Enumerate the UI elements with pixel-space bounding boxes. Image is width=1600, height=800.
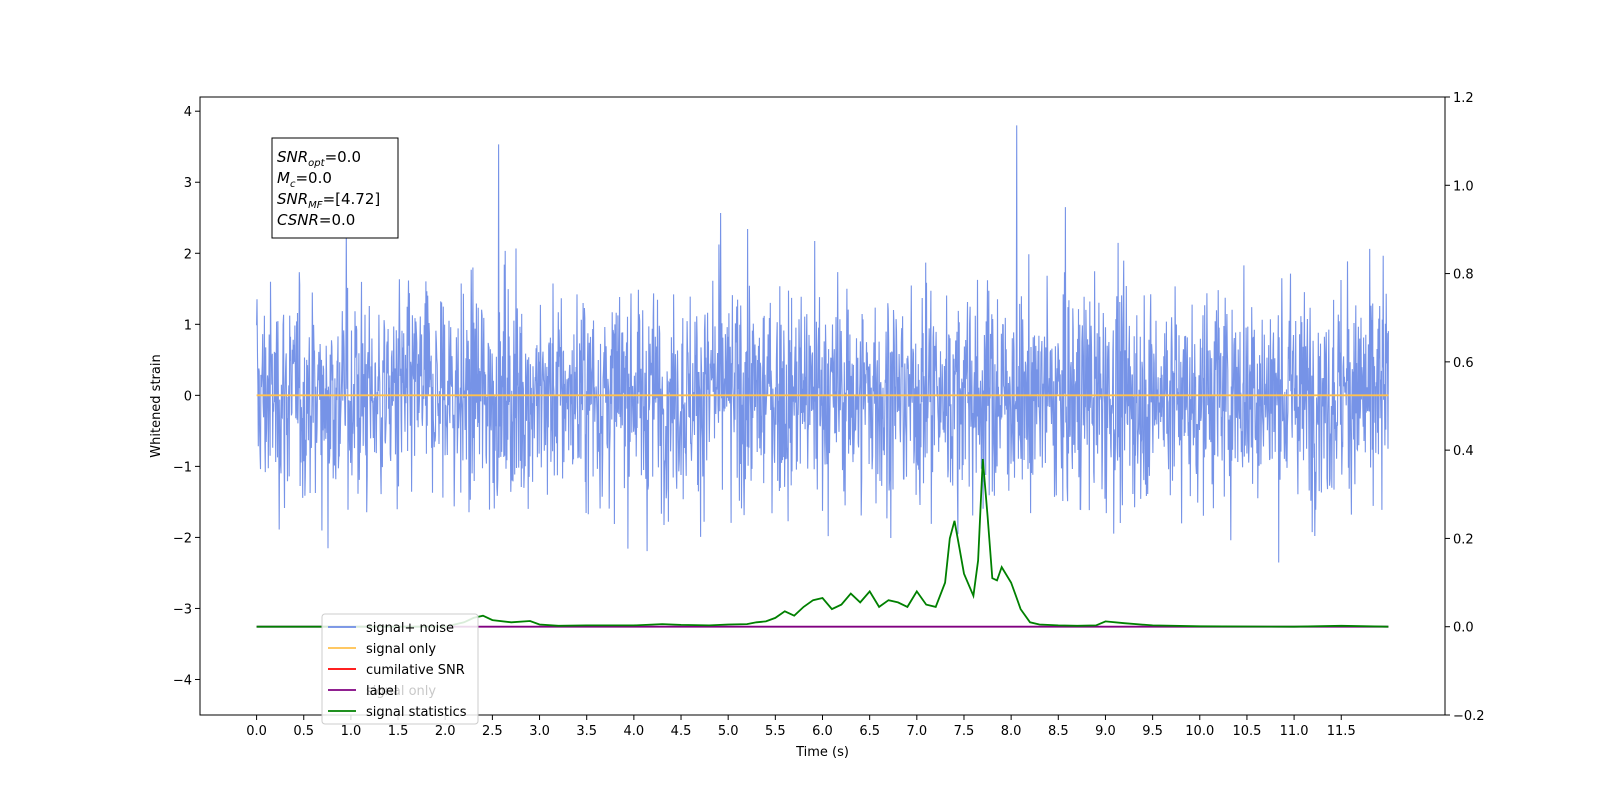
x-tick-label: 10.0 [1185, 724, 1214, 739]
x-tick-label: 6.0 [812, 724, 833, 739]
y-axis-left-ticks: −4 −3 −2 −1 0 1 2 3 4 [173, 105, 200, 688]
y-tick-label-left: 3 [184, 176, 192, 191]
x-tick-label: 11.0 [1280, 724, 1309, 739]
y-tick-label-left: −3 [173, 602, 192, 617]
y-tick-label-left: 2 [184, 247, 192, 262]
legend-label: signal+ noise [366, 621, 454, 636]
x-tick-label: 8.5 [1048, 724, 1069, 739]
y-tick-label-left: −4 [173, 673, 192, 688]
annotation-line: SNRopt=0.0 [277, 148, 361, 169]
legend-label: label [366, 684, 397, 699]
x-tick-label: 8.0 [1001, 724, 1022, 739]
annotation-line: Mc=0.0 [277, 169, 332, 190]
y-tick-label-right: 0.6 [1453, 356, 1474, 371]
x-tick-label: 7.0 [906, 724, 927, 739]
y-tick-label-right: 0.4 [1453, 444, 1474, 459]
legend-label: signal statistics [366, 705, 467, 720]
x-tick-label: 5.0 [718, 724, 739, 739]
x-tick-label: 3.5 [576, 724, 597, 739]
x-tick-label: 1.5 [388, 724, 409, 739]
y-tick-label-right: 1.2 [1453, 91, 1474, 106]
x-axis-label: Time (s) [795, 745, 849, 760]
y-axis-label: Whitened strain [149, 354, 164, 457]
annotation-line: SNRMF=[4.72] [277, 190, 380, 211]
x-tick-label: 6.5 [859, 724, 880, 739]
x-tick-label: 7.5 [954, 724, 975, 739]
legend-frame [321, 613, 479, 725]
x-tick-label: 4.5 [671, 724, 692, 739]
y-tick-label-right: 1.0 [1453, 179, 1474, 194]
x-tick-label: 9.0 [1095, 724, 1116, 739]
x-tick-label: 2.0 [435, 724, 456, 739]
signal-noise-series [256, 125, 1389, 563]
x-tick-label: 0.5 [293, 724, 314, 739]
y-tick-label-right: −0.2 [1453, 709, 1485, 724]
y-tick-label-left: 1 [184, 318, 192, 333]
x-tick-label: 0.0 [246, 724, 267, 739]
signal-statistics-line [256, 458, 1389, 628]
signal-noise-line [256, 125, 1389, 563]
x-tick-label: 4.0 [624, 724, 645, 739]
legend-hidden-text: signal only [366, 684, 436, 699]
x-tick-label: 10.5 [1232, 724, 1261, 739]
y-tick-label-left: −1 [173, 460, 192, 475]
x-tick-label: 9.5 [1142, 724, 1163, 739]
legend: signal only signal+ noise signal only cumil… [321, 613, 479, 725]
y-tick-label-left: 4 [184, 105, 192, 120]
y-tick-label-left: −2 [173, 531, 192, 546]
y-tick-label-left: 0 [184, 389, 192, 404]
legend-label: cumilative SNR [366, 663, 465, 678]
x-tick-label: 1.0 [341, 724, 362, 739]
y-tick-label-right: 0.0 [1453, 621, 1474, 636]
x-tick-label: 3.0 [529, 724, 550, 739]
x-tick-label: 11.5 [1327, 724, 1356, 739]
y-tick-label-right: 0.2 [1453, 532, 1474, 547]
x-tick-label: 5.5 [765, 724, 786, 739]
legend-label: signal only [366, 642, 436, 657]
y-axis-right-ticks: −0.2 0.0 0.2 0.4 0.6 0.8 1.0 1.2 [1445, 91, 1485, 724]
annotation-line: CSNR=0.0 [277, 211, 355, 229]
x-tick-label: 2.5 [482, 724, 503, 739]
x-axis-ticks: 0.0 0.5 1.0 1.5 2.0 2.5 3.0 3.5 4.0 4.5 5.0 5.5 6.0 6… [246, 715, 1356, 739]
annotation-frame [271, 137, 399, 239]
y-tick-label-right: 0.8 [1453, 268, 1474, 283]
